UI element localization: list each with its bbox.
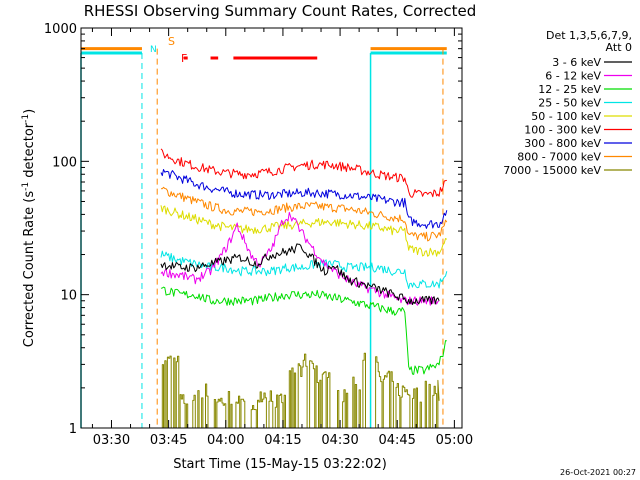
series-line-0 bbox=[160, 243, 440, 305]
x-axis-label: Start Time (15-May-15 03:22:02) bbox=[173, 457, 387, 472]
series-line-8 bbox=[161, 352, 440, 429]
series-line-7 bbox=[160, 186, 448, 242]
series-line-5 bbox=[160, 148, 447, 198]
x-tick-label: 05:00 bbox=[436, 433, 473, 448]
flag-label-f: F bbox=[181, 52, 187, 65]
legend-label-3: 25 - 50 keV bbox=[538, 97, 601, 110]
y-axis-label-mid: detector bbox=[22, 122, 37, 182]
legend-label-7: 800 - 7000 keV bbox=[517, 151, 601, 164]
y-tick-label: 1000 bbox=[44, 22, 77, 37]
legend-label-5: 100 - 300 keV bbox=[524, 124, 601, 137]
y-tick-label: 100 bbox=[52, 155, 77, 170]
legend-header-det: Det 1,3,5,6,7,9, bbox=[546, 29, 632, 42]
series-line-4 bbox=[160, 205, 448, 257]
legend-label-2: 12 - 25 keV bbox=[538, 83, 601, 96]
chart-title: RHESSI Observing Summary Count Rates, Co… bbox=[84, 2, 477, 20]
y-tick-label: 10 bbox=[60, 289, 77, 304]
plot-frame bbox=[80, 27, 463, 429]
y-axis-ticks: 1 10 100 1000 bbox=[44, 22, 462, 437]
series-line-6 bbox=[160, 169, 448, 229]
y-axis-label: Corrected Count Rate (s-1 detector-1) bbox=[21, 109, 37, 347]
legend-label-6: 300 - 800 keV bbox=[524, 137, 601, 150]
x-axis-ticks: 03:30 03:45 04:00 04:15 04:30 04:45 05:00 bbox=[91, 28, 473, 448]
y-tick-label: 1 bbox=[69, 422, 77, 437]
x-tick-label: 04:45 bbox=[378, 433, 415, 448]
legend-label-1: 6 - 12 keV bbox=[545, 70, 601, 83]
flag-label-n: N bbox=[150, 45, 157, 55]
x-tick-label: 04:30 bbox=[321, 433, 358, 448]
y-axis-label-end: ) bbox=[22, 109, 37, 114]
legend-label-4: 50 - 100 keV bbox=[531, 110, 601, 123]
series-line-1 bbox=[160, 211, 440, 306]
legend-header-att: Att 0 bbox=[606, 41, 632, 54]
timestamp: 26-Oct-2021 00:27 bbox=[560, 468, 636, 477]
series-line-2 bbox=[160, 286, 447, 375]
flag-label-s: S bbox=[168, 35, 175, 48]
y-axis-label-main: Corrected Count Rate (s bbox=[22, 191, 37, 348]
y-axis-label-exp2: -1 bbox=[21, 114, 31, 123]
x-tick-label: 03:30 bbox=[93, 433, 130, 448]
legend-label-8: 7000 - 15000 keV bbox=[503, 164, 601, 177]
x-tick-label: 03:45 bbox=[150, 433, 187, 448]
legend-label-0: 3 - 6 keV bbox=[552, 56, 601, 69]
plot-content bbox=[80, 47, 448, 429]
x-tick-label: 04:15 bbox=[264, 433, 301, 448]
series-line-3 bbox=[160, 250, 448, 289]
x-tick-label: 04:00 bbox=[207, 433, 244, 448]
y-axis-label-exp1: -1 bbox=[21, 182, 31, 191]
